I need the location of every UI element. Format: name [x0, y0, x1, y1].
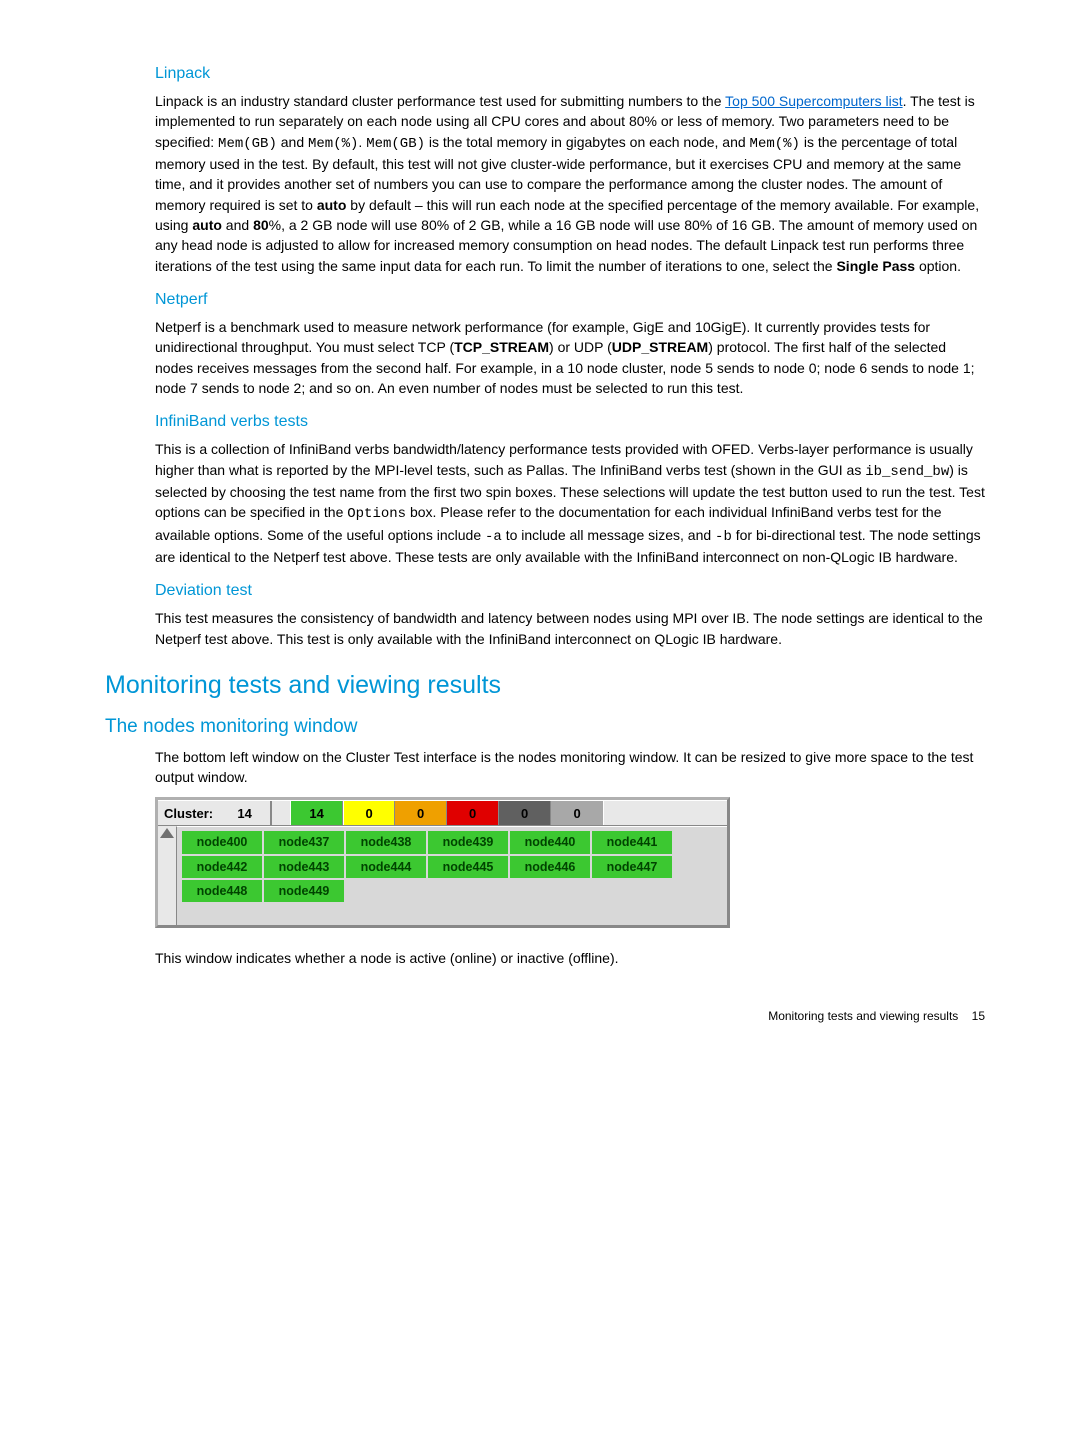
single-pass-bold: Single Pass — [836, 258, 915, 274]
count-red: 0 — [447, 801, 499, 825]
node-cell[interactable]: node439 — [427, 830, 509, 854]
node-cell[interactable]: node449 — [263, 879, 345, 903]
node-table: node400 node437 node438 node439 node440 … — [181, 830, 723, 902]
nodes-window-heading: The nodes monitoring window — [105, 713, 985, 741]
deviation-body: This test measures the consistency of ba… — [155, 608, 985, 649]
count-orange: 0 — [395, 801, 447, 825]
node-area: node400 node437 node438 node439 node440 … — [176, 826, 727, 924]
udp-stream-bold: UDP_STREAM — [612, 339, 708, 355]
ib-heading: InfiniBand verbs tests — [155, 410, 985, 433]
node-cell[interactable]: node437 — [263, 830, 345, 854]
auto-bold2: auto — [192, 217, 222, 233]
separator — [271, 801, 291, 825]
monitoring-intro: The bottom left window on the Cluster Te… — [155, 747, 985, 788]
node-area-wrap: node400 node437 node438 node439 node440 … — [158, 825, 727, 924]
linpack-body: Linpack is an industry standard cluster … — [155, 91, 985, 276]
text: to include all message sizes, and — [502, 527, 715, 543]
count-grey: 0 — [551, 801, 603, 825]
deviation-heading: Deviation test — [155, 579, 985, 602]
mem-gb-code2: Mem(GB) — [366, 136, 425, 152]
top500-link[interactable]: Top 500 Supercomputers list — [725, 93, 902, 109]
node-cell[interactable]: node440 — [509, 830, 591, 854]
count-darkgrey: 0 — [499, 801, 551, 825]
text: ) or UDP ( — [549, 339, 612, 355]
cluster-label: Cluster: — [158, 801, 219, 825]
monitoring-after: This window indicates whether a node is … — [155, 948, 985, 968]
ib-body: This is a collection of InfiniBand verbs… — [155, 439, 985, 567]
text: Linpack is an industry standard cluster … — [155, 93, 725, 109]
text: and — [222, 217, 253, 233]
text: option. — [915, 258, 961, 274]
count-yellow: 0 — [343, 801, 395, 825]
node-cell[interactable]: node442 — [181, 855, 263, 879]
options-code: Options — [347, 506, 406, 522]
ib-send-bw-code: ib_send_bw — [865, 464, 949, 480]
node-cell[interactable]: node445 — [427, 855, 509, 879]
cluster-panel: Cluster: 14 14 0 0 0 0 0 node400 node437… — [155, 797, 730, 927]
node-cell[interactable]: node444 — [345, 855, 427, 879]
mem-gb-code: Mem(GB) — [218, 136, 277, 152]
footer-text: Monitoring tests and viewing results — [768, 1009, 958, 1023]
page-footer: Monitoring tests and viewing results 15 — [155, 1008, 985, 1025]
page-number: 15 — [972, 1009, 985, 1023]
text: is the total memory in gigabytes on each… — [425, 134, 750, 150]
mem-pct-code: Mem(%) — [308, 136, 358, 152]
node-cell[interactable]: node400 — [181, 830, 263, 854]
node-cell[interactable]: node446 — [509, 855, 591, 879]
node-cell[interactable]: node443 — [263, 855, 345, 879]
node-cell[interactable]: node447 — [591, 855, 673, 879]
dash-b-code: -b — [715, 529, 732, 545]
header-spacer — [603, 801, 727, 825]
linpack-heading: Linpack — [155, 62, 985, 85]
dash-a-code: -a — [485, 529, 502, 545]
netperf-body: Netperf is a benchmark used to measure n… — [155, 317, 985, 398]
text: This is a collection of InfiniBand verbs… — [155, 441, 973, 477]
monitoring-heading: Monitoring tests and viewing results — [105, 667, 985, 703]
netperf-heading: Netperf — [155, 288, 985, 311]
node-cell[interactable]: node448 — [181, 879, 263, 903]
tcp-stream-bold: TCP_STREAM — [454, 339, 549, 355]
cluster-header-row: Cluster: 14 14 0 0 0 0 0 — [158, 801, 727, 825]
count-total: 14 — [219, 801, 271, 825]
node-cell[interactable]: node438 — [345, 830, 427, 854]
auto-bold: auto — [317, 197, 347, 213]
node-cell[interactable]: node441 — [591, 830, 673, 854]
gutter — [158, 826, 176, 924]
mem-pct-code2: Mem(%) — [750, 136, 800, 152]
count-green: 14 — [291, 801, 343, 825]
text: and — [277, 134, 308, 150]
eighty-bold: 80 — [253, 217, 269, 233]
expand-icon[interactable] — [160, 828, 174, 838]
